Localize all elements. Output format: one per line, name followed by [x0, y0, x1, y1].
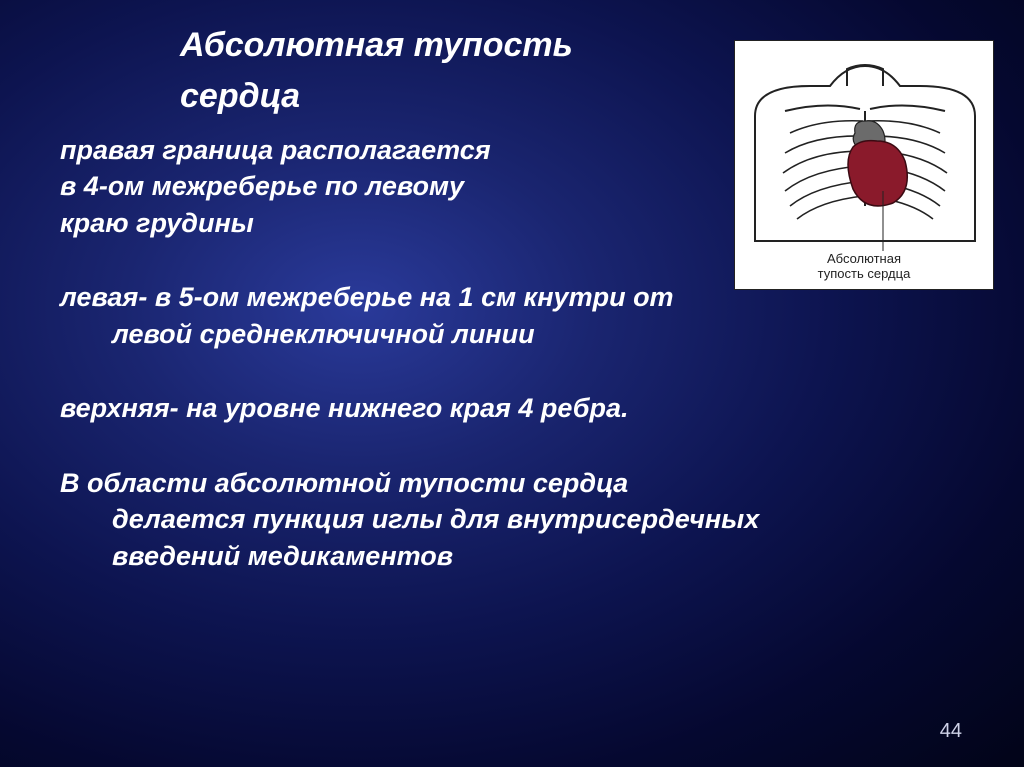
p1-line3: краю грудины — [60, 208, 254, 238]
p3-line1: верхняя- на уровне нижнего края 4 ребра. — [60, 393, 628, 423]
paragraph-1: правая граница располагается в 4-ом межр… — [60, 132, 700, 241]
p1-line1: правая граница располагается — [60, 135, 491, 165]
p4-line1: В области абсолютной тупости сердца — [60, 468, 628, 498]
title-line-1: Абсолютная тупость — [180, 26, 573, 64]
p2-line2: левой среднеключичной линии — [60, 316, 984, 352]
paragraph-4: В области абсолютной тупости сердца дела… — [60, 465, 984, 574]
p4-line3: введений медикаментов — [60, 538, 984, 574]
p4-line2: делается пункция иглы для внутрисердечны… — [60, 501, 984, 537]
figure-caption-line1: Абсолютная — [827, 251, 901, 266]
page-number: 44 — [940, 720, 962, 743]
anatomy-figure: Абсолютная тупость сердца — [734, 40, 994, 290]
title-line-2: сердца — [180, 77, 300, 115]
figure-caption: Абсолютная тупость сердца — [735, 252, 993, 281]
figure-caption-line2: тупость сердца — [818, 266, 911, 281]
paragraph-3: верхняя- на уровне нижнего края 4 ребра. — [60, 390, 984, 426]
p1-line2: в 4-ом межреберье по левому — [60, 171, 464, 201]
p2-line1: левая- в 5-ом межреберье на 1 см кнутри … — [60, 282, 674, 312]
